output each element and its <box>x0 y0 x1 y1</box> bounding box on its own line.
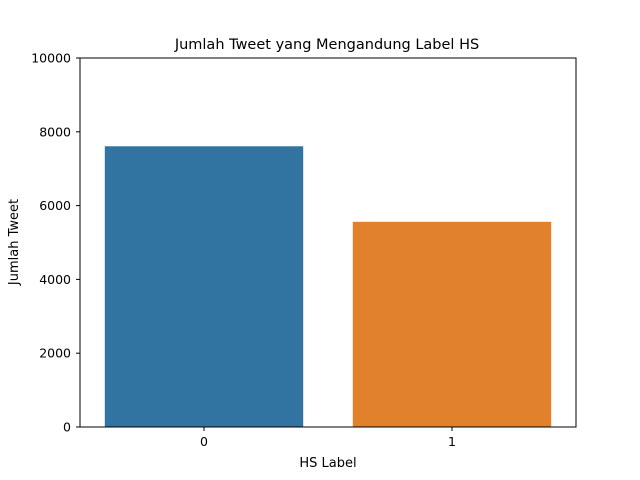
y-axis: 0 2000 4000 6000 8000 10000 <box>31 51 80 435</box>
y-axis-label: Jumlah Tweet <box>7 199 22 286</box>
y-tick-label: 6000 <box>39 198 71 213</box>
bar-0 <box>104 146 304 427</box>
bars-group <box>104 146 552 427</box>
y-tick-label: 8000 <box>39 124 71 139</box>
x-tick-label: 1 <box>448 434 456 449</box>
y-tick-label: 10000 <box>31 51 71 66</box>
chart-title: Jumlah Tweet yang Mengandung Label HS <box>174 37 479 53</box>
y-tick-label: 4000 <box>39 272 71 287</box>
x-tick-label: 0 <box>200 434 208 449</box>
x-axis-label: HS Label <box>299 456 356 471</box>
bar-1 <box>352 221 552 427</box>
y-tick-label: 2000 <box>39 346 71 361</box>
plot-frame <box>79 57 577 428</box>
y-tick-label: 0 <box>63 420 71 435</box>
